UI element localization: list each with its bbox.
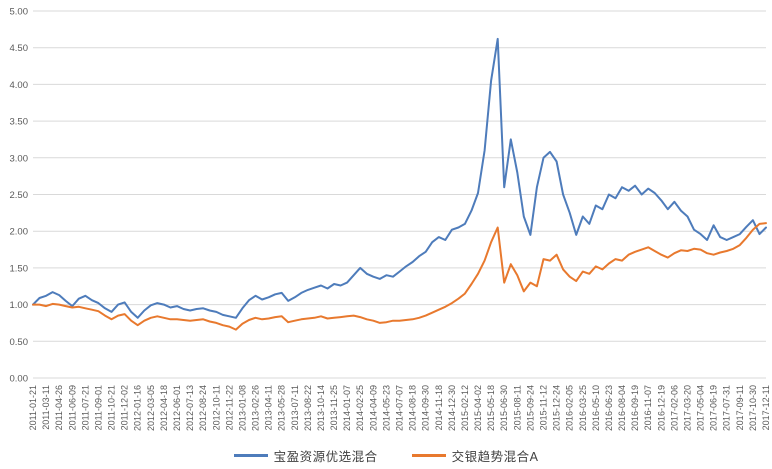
x-tick-label: 2017-07-31 <box>722 385 732 431</box>
x-tick-label: 2012-10-11 <box>211 385 221 430</box>
x-tick-label: 2011-03-11 <box>41 385 51 430</box>
x-tick-label: 2017-05-04 <box>696 385 706 431</box>
y-tick-label: 0.50 <box>10 337 29 348</box>
gridlines <box>33 10 766 379</box>
y-tick-label: 1.50 <box>10 263 29 274</box>
x-tick-label: 2011-04-26 <box>54 385 64 430</box>
x-axis-labels: 2011-01-21 2011-03-11 2011-04-26 2011-06-09… <box>28 385 771 431</box>
x-tick-label: 2016-02-05 <box>565 385 575 431</box>
y-tick-label: 3.50 <box>10 117 29 128</box>
x-tick-label: 2014-01-07 <box>342 385 352 431</box>
legend-item-jiaoyin: 交银趋势混合A <box>411 446 539 465</box>
x-tick-label: 2013-01-08 <box>237 385 247 431</box>
y-tick-label: 3.00 <box>10 153 29 164</box>
x-tick-label: 2011-06-09 <box>67 385 77 430</box>
x-tick-label: 2015-11-12 <box>538 385 548 430</box>
series-line-baoying <box>32 37 767 319</box>
x-tick-label: 2016-05-10 <box>591 385 601 431</box>
x-tick-label: 2014-11-18 <box>434 385 444 430</box>
x-tick-label: 2017-03-20 <box>682 385 692 431</box>
x-tick-label: 2014-07-07 <box>395 385 405 431</box>
y-tick-label: 5.00 <box>10 7 29 18</box>
x-tick-label: 2017-12-11 <box>761 385 771 430</box>
legend-label-jiaoyin: 交银趋势混合A <box>451 449 539 464</box>
x-tick-label: 2014-08-18 <box>408 385 418 431</box>
x-tick-label: 2013-05-28 <box>277 385 287 431</box>
y-tick-label: 2.50 <box>10 190 29 201</box>
x-tick-label: 2014-04-09 <box>368 385 378 431</box>
x-tick-label: 2013-04-11 <box>264 385 274 430</box>
x-tick-label: 2016-09-19 <box>630 385 640 431</box>
x-tick-label: 2012-01-16 <box>133 385 143 431</box>
x-tick-label: 2011-07-21 <box>80 385 90 430</box>
x-tick-label: 2017-02-06 <box>669 385 679 431</box>
x-tick-label: 2014-12-30 <box>447 385 457 431</box>
x-tick-label: 2014-05-23 <box>381 385 391 431</box>
x-tick-label: 2012-08-24 <box>198 385 208 431</box>
plot-area: 5.00 4.50 4.00 3.50 3.00 2.50 2.00 1.50 1.00 0.50… <box>10 7 772 432</box>
x-tick-label: 2013-08-22 <box>303 385 313 431</box>
x-tick-label: 2012-11-22 <box>224 385 234 430</box>
x-tick-label: 2012-03-05 <box>146 385 156 431</box>
x-tick-label: 2015-04-02 <box>473 385 483 431</box>
x-tick-label: 2014-02-25 <box>355 385 365 431</box>
x-tick-label: 2017-06-19 <box>709 385 719 431</box>
x-tick-label: 2015-06-30 <box>499 385 509 431</box>
y-axis-labels: 5.00 4.50 4.00 3.50 3.00 2.50 2.00 1.50 1.00 0.50… <box>10 7 29 385</box>
x-tick-label: 2016-06-23 <box>604 385 614 431</box>
x-tick-label: 2015-02-12 <box>460 385 470 431</box>
x-tick-label: 2015-12-24 <box>552 385 562 431</box>
x-tick-label: 2014-09-30 <box>421 385 431 431</box>
x-tick-label: 2013-07-11 <box>290 385 300 430</box>
x-tick-label: 2016-12-19 <box>656 385 666 431</box>
x-tick-label: 2011-10-21 <box>107 385 117 430</box>
series-line-jiaoyin <box>32 222 767 331</box>
x-tick-label: 2011-12-02 <box>120 385 130 430</box>
x-tick-label: 2015-08-11 <box>512 385 522 430</box>
x-tick-label: 2017-10-30 <box>748 385 758 431</box>
x-tick-label: 2013-11-25 <box>329 385 339 430</box>
y-tick-label: 4.00 <box>10 80 29 91</box>
x-tick-label: 2011-01-21 <box>28 385 38 430</box>
x-tick-label: 2012-07-13 <box>185 385 195 431</box>
x-tick-label: 2016-08-04 <box>617 385 627 431</box>
x-tick-label: 2012-04-18 <box>159 385 169 431</box>
x-tick-label: 2016-11-07 <box>643 385 653 430</box>
y-tick-label: 1.00 <box>10 300 29 311</box>
x-tick-label: 2017-09-11 <box>735 385 745 430</box>
legend-item-baoying: 宝盈资源优选混合 <box>233 446 378 465</box>
x-tick-label: 2013-02-26 <box>251 385 261 431</box>
x-tick-label: 2016-03-25 <box>578 385 588 431</box>
legend-line-swatch-blue <box>233 453 268 457</box>
x-tick-label: 2011-09-01 <box>93 385 103 430</box>
x-tick-label: 2013-10-14 <box>316 385 326 431</box>
y-tick-label: 2.00 <box>10 227 29 238</box>
x-tick-label: 2015-05-18 <box>486 385 496 431</box>
legend-label-baoying: 宝盈资源优选混合 <box>273 449 378 464</box>
legend: 宝盈资源优选混合 交银趋势混合A <box>0 444 772 466</box>
y-tick-label: 4.50 <box>10 43 29 54</box>
x-tick-label: 2015-09-24 <box>525 385 535 431</box>
x-tick-label: 2012-06-01 <box>172 385 182 431</box>
legend-line-swatch-orange <box>411 453 446 457</box>
y-tick-label: 0.00 <box>10 374 29 385</box>
